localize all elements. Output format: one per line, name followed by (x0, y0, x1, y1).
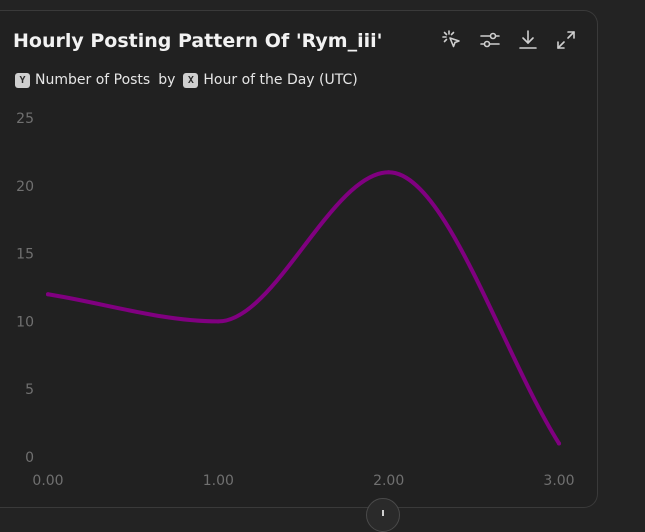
series-line (46, 170, 561, 446)
y-tick-label: 0 (25, 450, 34, 466)
handle-grip-icon (382, 510, 384, 516)
download-icon[interactable] (516, 28, 540, 52)
x-axis-badge: X (183, 72, 199, 88)
subtitle-by: by (158, 72, 176, 88)
data-point[interactable] (46, 292, 50, 297)
x-tick-label: 1.00 (203, 473, 234, 489)
x-tick-label: 0.00 (32, 473, 63, 489)
y-axis-label: Number of Posts (35, 72, 151, 88)
y-axis-badge: Y (15, 72, 30, 88)
chart-subtitle: Y Number of Posts by X Hour of the Day (… (15, 72, 361, 88)
data-point[interactable] (216, 319, 221, 324)
data-point[interactable] (557, 441, 561, 446)
chart-title: Hourly Posting Pattern Of 'Rym_iii' (13, 30, 383, 52)
y-tick-label: 10 (16, 314, 34, 330)
select-pointer-icon[interactable] (440, 28, 464, 52)
y-tick-label: 5 (25, 382, 34, 398)
x-tick-label: 2.00 (373, 473, 404, 489)
chart-card (0, 10, 598, 508)
expand-icon[interactable] (554, 28, 578, 52)
y-tick-label: 15 (16, 247, 34, 263)
x-tick-label: 3.00 (543, 473, 574, 489)
resize-handle[interactable] (366, 498, 400, 532)
y-tick-label: 20 (16, 179, 34, 195)
line-chart: 0 5 10 15 20 25 0.00 1.00 2.00 3.00 (16, 111, 574, 489)
data-point[interactable] (386, 170, 391, 175)
x-axis-label: Hour of the Day (UTC) (203, 72, 358, 88)
sliders-icon[interactable] (478, 28, 502, 52)
y-tick-label: 25 (16, 111, 34, 127)
chart-toolbar (440, 28, 578, 52)
